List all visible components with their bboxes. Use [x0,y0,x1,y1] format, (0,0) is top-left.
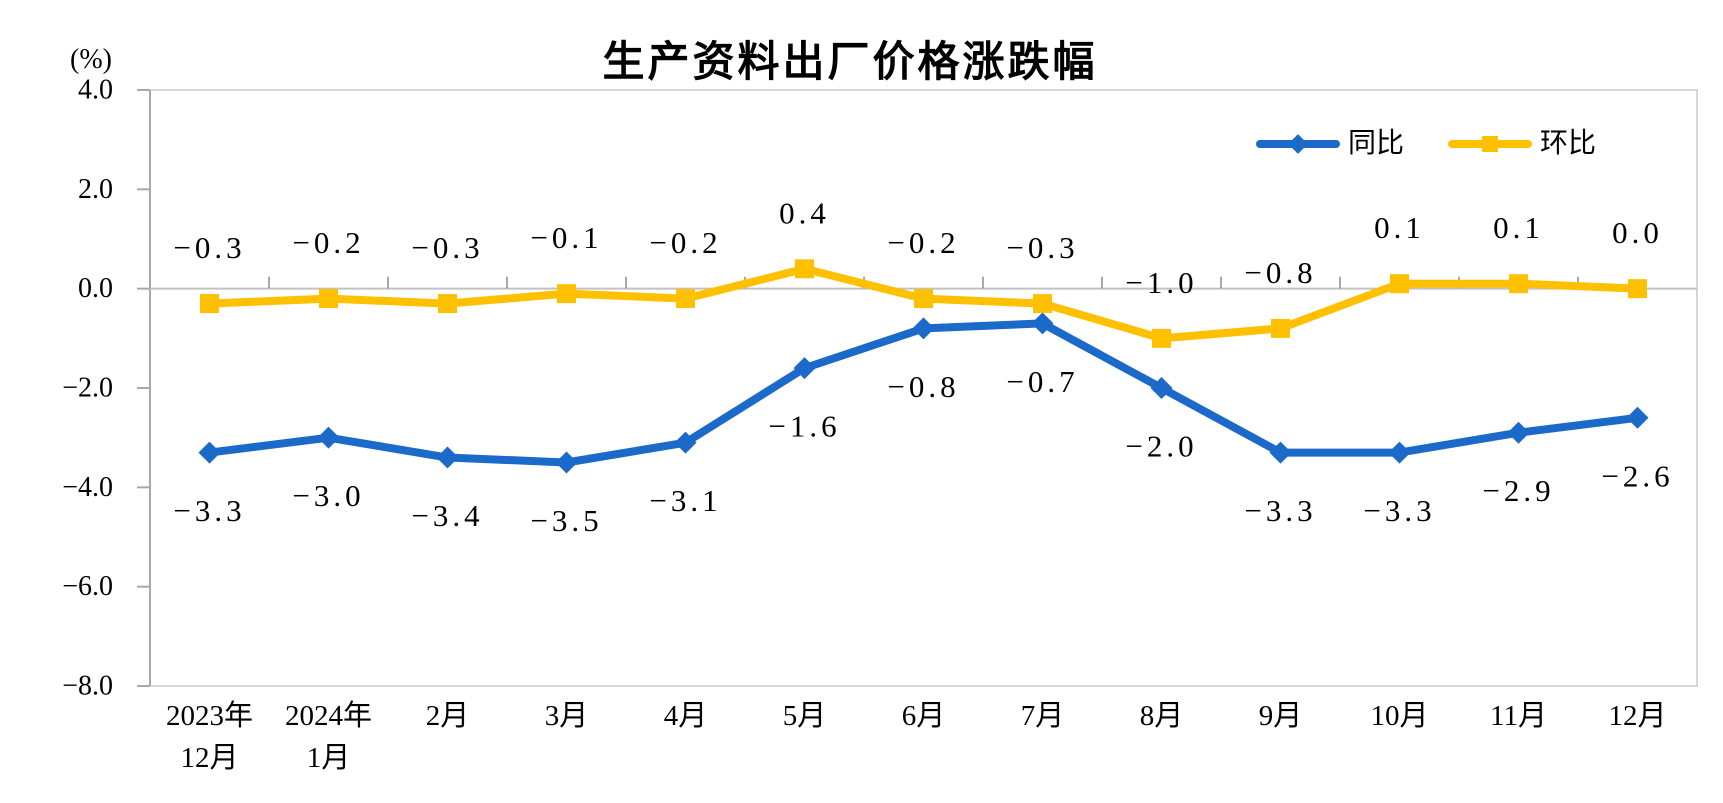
data-label: −0.7 [1006,364,1078,399]
data-point-marker-diamond [1507,421,1530,444]
data-point-marker-diamond [793,357,816,380]
data-label: −3.5 [530,503,602,538]
data-label: −3.3 [1363,493,1435,528]
data-label: 0.1 [1374,210,1425,245]
data-point-marker-diamond [1150,377,1173,399]
data-point-marker-square [200,294,219,314]
y-axis-unit-label: (%) [70,44,112,75]
y-axis-tick-label: −2.0 [62,373,113,404]
x-axis-tick-label: 6月 [902,700,946,732]
x-axis-tick-label: 3月 [545,700,589,732]
data-point-marker-diamond [674,431,697,454]
x-axis-tick-label: 2月 [426,700,470,732]
square-marker-icon [1482,136,1499,152]
legend-line-sample-yoy [1256,134,1340,154]
data-point-marker-diamond [555,451,578,474]
data-label: −2.6 [1601,458,1673,493]
x-axis-tick-label: 12月 [1608,700,1666,732]
data-label: −0.2 [887,225,959,260]
chart-legend: 同比 环比 [1256,130,1596,158]
y-axis-tick-label: −8.0 [62,671,113,702]
data-label: −3.1 [649,483,721,518]
data-point-marker-square [1509,274,1528,294]
data-point-marker-square [795,259,814,279]
data-point-marker-diamond [436,446,459,469]
data-label: −0.3 [173,230,245,265]
data-label: −2.9 [1482,473,1554,508]
x-axis-tick-label: 5月 [783,700,827,732]
y-axis-tick-label: 0.0 [78,273,113,304]
data-label: −0.3 [1006,230,1078,265]
data-label: −3.3 [173,493,245,528]
data-label: −2.0 [1125,429,1197,464]
data-point-marker-square [1390,274,1409,294]
data-point-marker-diamond [912,317,935,340]
x-axis-tick-label: 11月 [1490,700,1547,732]
y-axis-tick-label: 4.0 [78,75,113,106]
data-point-marker-diamond [1031,312,1054,335]
data-point-marker-diamond [1269,441,1292,464]
data-point-marker-diamond [317,426,340,449]
x-axis-tick-label: 12月 [180,742,238,774]
data-label: 0.0 [1612,215,1663,250]
legend-label-yoy: 同比 [1348,128,1405,159]
x-axis-tick-label: 1月 [307,742,351,774]
y-axis-tick-label: −4.0 [62,472,113,503]
y-axis-tick-label: 2.0 [78,174,113,205]
data-label: −0.8 [1244,255,1316,290]
x-axis-tick-label: 10月 [1370,700,1428,732]
diamond-marker-icon [1288,134,1308,154]
data-label: −0.3 [411,230,483,265]
chart-title: 生产资料出厂价格涨跌幅 [602,38,1098,85]
x-axis-tick-label: 7月 [1021,700,1065,732]
data-label: −0.2 [649,225,721,260]
data-label: −0.1 [530,220,602,255]
data-label: −3.3 [1244,493,1316,528]
data-point-marker-square [319,289,338,309]
x-axis-tick-label: 2023年 [166,699,253,732]
data-label: 0.1 [1493,210,1544,245]
x-axis-tick-label: 9月 [1259,700,1303,732]
x-axis-tick-label: 4月 [664,700,708,732]
data-label: −3.0 [292,478,364,513]
y-axis-tick-label: −6.0 [62,571,113,602]
data-label: −1.0 [1125,265,1197,300]
data-point-marker-diamond [1388,441,1411,464]
data-point-marker-square [1271,318,1290,338]
legend-label-mom: 环比 [1540,128,1597,159]
data-point-marker-square [1033,294,1052,314]
data-point-marker-square [914,289,933,309]
data-label: −0.2 [292,225,364,260]
data-point-marker-diamond [198,441,221,464]
x-axis-tick-label: 8月 [1140,700,1184,732]
data-point-marker-square [557,284,576,304]
data-label: −0.8 [887,369,959,404]
data-label: −1.6 [768,409,840,444]
data-point-marker-square [438,294,457,314]
legend-item-yoy: 同比 [1256,130,1404,158]
legend-item-mom: 环比 [1448,130,1596,158]
data-point-marker-square [676,289,695,309]
data-point-marker-square [1628,279,1647,299]
legend-line-sample-mom [1448,136,1533,152]
data-point-marker-diamond [1626,406,1649,429]
data-point-marker-square [1152,328,1171,348]
data-label: 0.4 [779,195,830,230]
x-axis-tick-label: 2024年 [285,699,372,732]
data-label: −3.4 [411,498,483,533]
